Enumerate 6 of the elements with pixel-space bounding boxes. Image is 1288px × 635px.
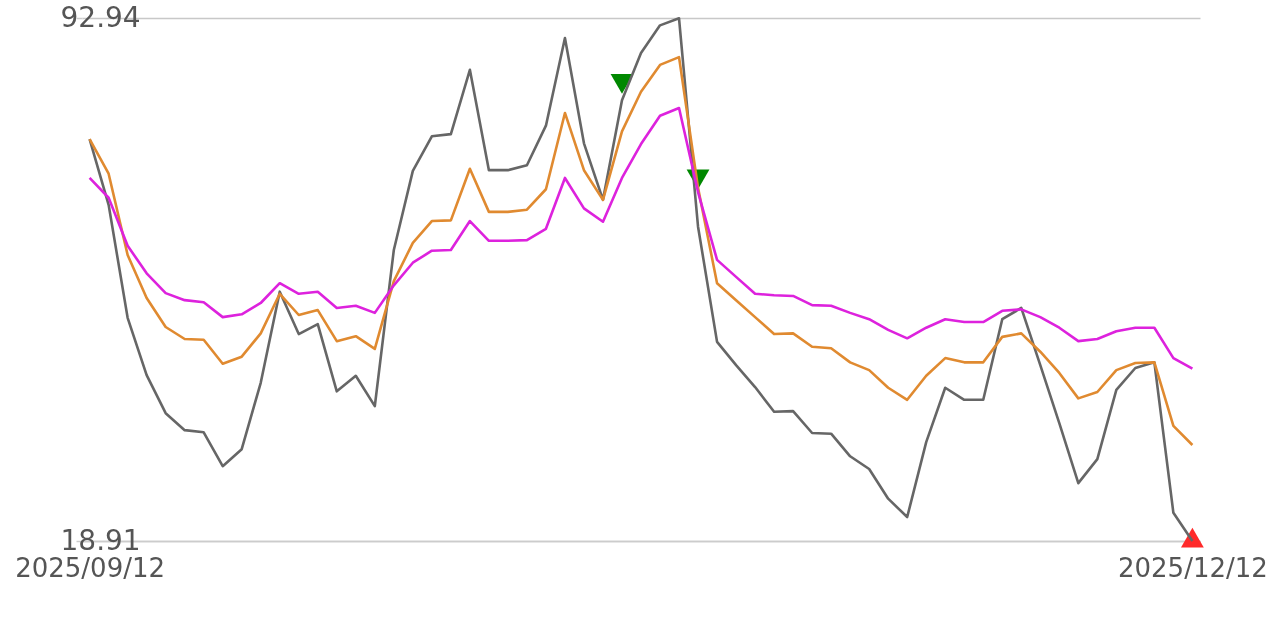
x-tick-label: 2025/12/12 — [1117, 552, 1268, 583]
line-series — [88, 106, 1194, 370]
point — [1180, 527, 1204, 548]
line-series — [88, 55, 1194, 447]
y-tick-label: 92.94 — [60, 0, 141, 34]
point — [610, 74, 634, 94]
